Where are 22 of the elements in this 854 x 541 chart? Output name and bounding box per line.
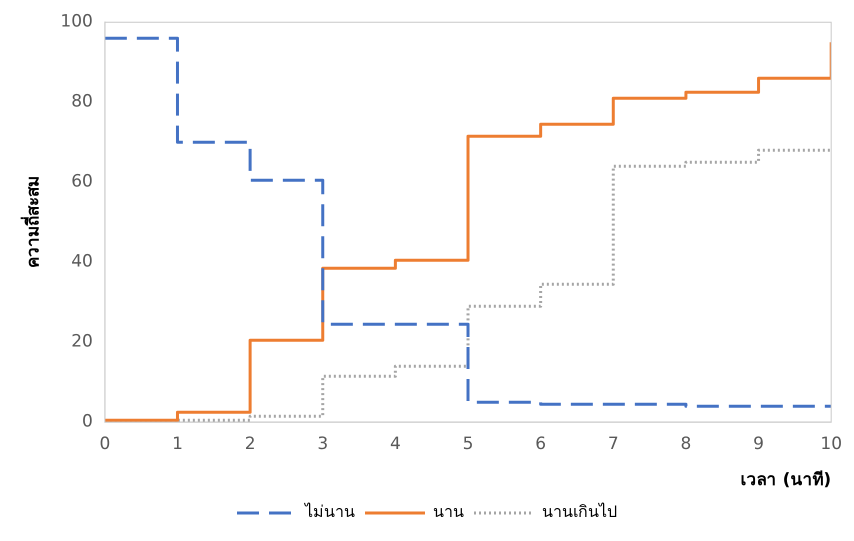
x-tick-label: 1 <box>172 434 183 454</box>
legend-label: นาน <box>433 502 464 522</box>
x-tick-label: 7 <box>608 434 619 454</box>
y-tick-label: 100 <box>60 12 93 32</box>
y-tick-label: 80 <box>71 92 93 112</box>
x-tick-label: 9 <box>753 434 764 454</box>
x-tick-label: 4 <box>390 434 401 454</box>
y-axis-title: ความถี่สะสม <box>20 176 44 268</box>
y-tick-label: 40 <box>71 252 93 272</box>
x-tick-label: 3 <box>317 434 328 454</box>
x-tick-label: 8 <box>680 434 692 454</box>
x-axis-title: เวลา (นาที) <box>740 469 832 490</box>
x-tick-label: 0 <box>99 434 110 454</box>
y-tick-label: 60 <box>71 172 93 192</box>
x-tick-label: 6 <box>535 434 546 454</box>
y-tick-label: 0 <box>82 412 93 432</box>
x-tick-label: 2 <box>244 434 256 454</box>
legend-label: ไม่นาน <box>303 502 355 522</box>
x-tick-label: 5 <box>462 434 474 454</box>
x-tick-label: 10 <box>820 434 842 454</box>
y-tick-label: 20 <box>71 332 93 352</box>
legend-label: นานเกินไป <box>542 502 617 522</box>
